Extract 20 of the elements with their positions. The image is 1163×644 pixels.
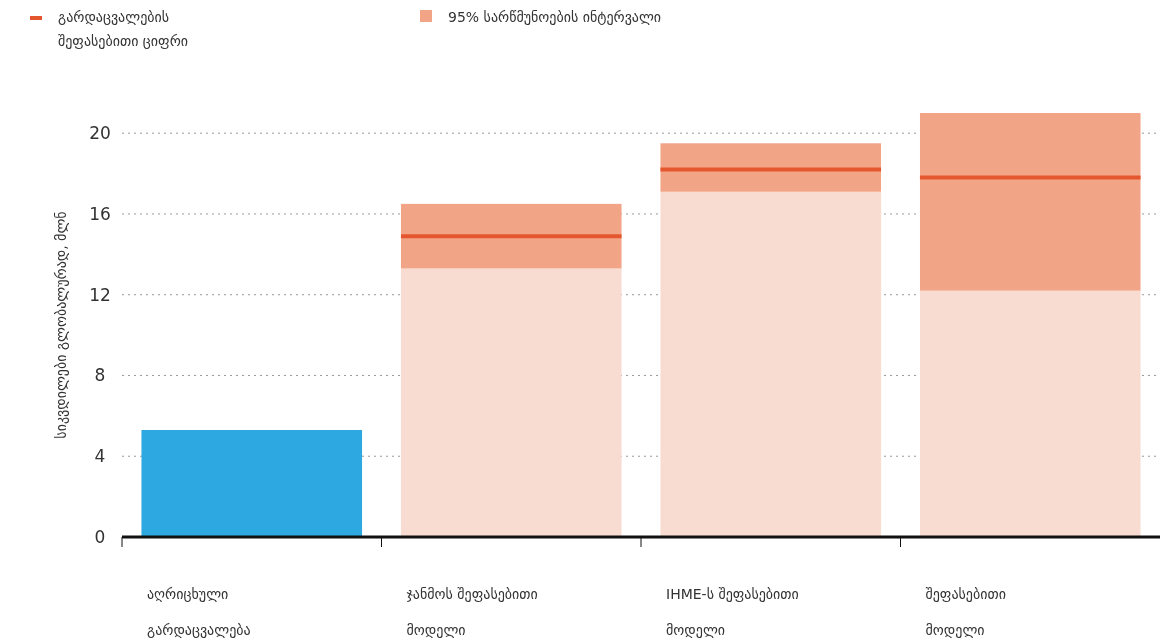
bar <box>141 429 363 537</box>
bar <box>919 290 1141 537</box>
bar <box>919 113 1141 291</box>
category-label: ჯანმოს შეფასებითი მოდელი <box>406 586 538 638</box>
category-label: IHME-ს შეფასებითი მოდელი <box>666 586 799 638</box>
bar <box>400 203 622 269</box>
bar <box>660 191 882 537</box>
y-tick-label: 12 <box>89 284 111 305</box>
bar <box>660 143 882 192</box>
y-tick-label: 20 <box>89 123 111 144</box>
category-label: აღრიცხული გარდაცვალება <box>147 586 251 638</box>
y-axis-title: სიკვდილები გლობალურად, მლნ <box>53 211 69 439</box>
y-tick-label: 4 <box>94 446 106 467</box>
y-tick-label: 16 <box>89 203 111 224</box>
y-tick-label: 8 <box>94 365 106 386</box>
legend-label: 95% სარწმუნოების ინტერვალი <box>448 9 662 25</box>
category-label: შეფასებითი მოდელი <box>925 586 1006 638</box>
legend-label: გარდაცვალების შეფასებითი ციფრი <box>58 9 189 49</box>
y-tick-label: 0 <box>94 526 106 547</box>
bar <box>400 268 622 537</box>
